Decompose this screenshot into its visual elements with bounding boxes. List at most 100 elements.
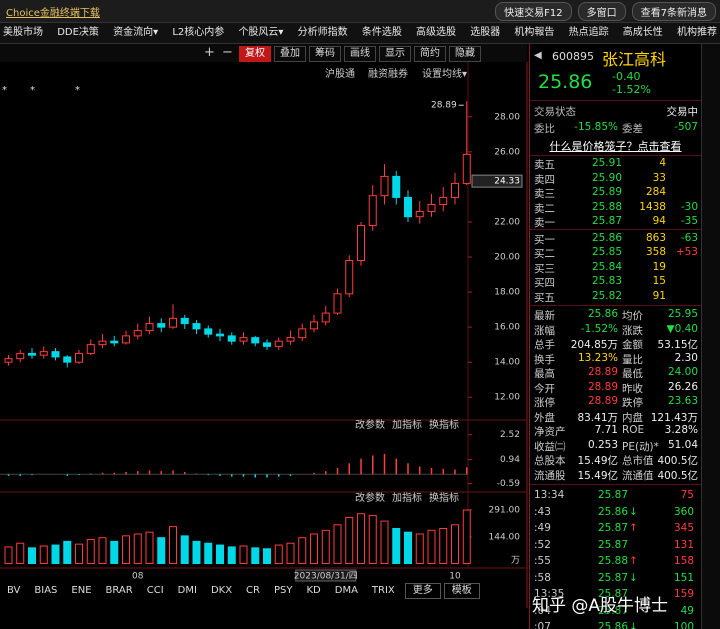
toolbar-button[interactable]: 复权	[239, 46, 271, 62]
candle-body	[122, 335, 130, 344]
stat-value: 51.04	[667, 438, 698, 451]
menu-item[interactable]: 高级选股	[416, 27, 457, 38]
stat-label: 量比	[622, 353, 643, 366]
menu-item[interactable]: 高成长性	[622, 27, 663, 38]
stat-label: 收益㈡	[534, 440, 566, 453]
indicator-tab[interactable]: PSY	[273, 585, 293, 596]
candle-body	[39, 351, 48, 356]
indicator-tab[interactable]: TRIX	[371, 585, 395, 596]
indicator-tab[interactable]: CR	[246, 585, 260, 596]
trade-price: 25.86	[597, 621, 628, 629]
book-price: 25.90	[591, 171, 622, 184]
book-label: 买四	[534, 277, 555, 289]
stat-value: 83.41万	[577, 411, 618, 424]
volume-bar	[251, 547, 260, 564]
candle-body	[192, 323, 201, 330]
download-link[interactable]: Choice金融终端下载	[6, 8, 100, 19]
trade-volume: 158	[673, 555, 694, 567]
top-button[interactable]: 多窗口	[577, 2, 626, 21]
y-tick-label: 22.00	[494, 217, 520, 227]
toolbar-button[interactable]: 叠加	[274, 46, 306, 62]
stock-code: 600895	[552, 50, 594, 63]
indicator-tab[interactable]: BIAS	[34, 585, 58, 596]
quote-panel: ◀ 600895 张江高科 25.86 -0.40 -1.52% 交易状态 交易中 委比 -15.…	[529, 44, 701, 629]
cursor-price: 24.33	[494, 177, 520, 187]
candle-body	[51, 351, 60, 358]
trade-volume: 345	[673, 522, 694, 534]
menu-item[interactable]: 机构推荐	[676, 27, 717, 38]
indicator-tab[interactable]: DMI	[177, 585, 197, 596]
indicator-tab[interactable]: 更多	[404, 583, 441, 599]
book-price: 25.87	[591, 215, 622, 227]
candle-body	[169, 317, 177, 328]
indicator-tab[interactable]: BV	[7, 585, 21, 596]
ratio-label: 委比	[534, 123, 555, 135]
menu-item[interactable]: 条件选股	[361, 27, 402, 38]
candle-body	[462, 153, 471, 184]
stat-value: 2.30	[674, 351, 698, 364]
chart-legend: 融资融券	[368, 67, 408, 80]
toolbar-button[interactable]: 显示	[379, 46, 411, 62]
menu-item[interactable]: 机构報告	[514, 27, 555, 38]
menu-item[interactable]: DDE决策	[57, 27, 99, 38]
divider	[530, 229, 701, 230]
menu-item[interactable]: 热点追踪	[568, 27, 609, 38]
status: 交易中	[666, 106, 699, 118]
toolbar-button[interactable]: 筹码	[309, 46, 341, 62]
volume-bar	[122, 535, 130, 564]
top-button[interactable]: 快速交易F12	[495, 2, 572, 21]
menu-item[interactable]: 美股市场	[3, 27, 43, 38]
toolbar-button[interactable]: 隐藏	[449, 46, 481, 62]
toolbar-button[interactable]: 画线	[344, 46, 376, 62]
indicator-button: 改参数	[355, 418, 385, 431]
menu-item[interactable]: 分析师指数	[297, 27, 348, 38]
indicator-tab[interactable]: BRAR	[105, 585, 133, 596]
top-button[interactable]: 查看7条新消息	[631, 2, 716, 21]
trade-volume: 151	[673, 571, 694, 584]
indicator-tab[interactable]: DMA	[334, 585, 358, 596]
stat-label: 最新	[534, 310, 555, 322]
zoom-out[interactable]: −	[222, 45, 233, 60]
candle-body	[392, 175, 401, 198]
chart-legend: 沪股通	[325, 67, 355, 80]
stat-value: -1.52%	[580, 322, 618, 335]
menu-item[interactable]: L2核心内参	[172, 27, 225, 38]
book-label: 买三	[534, 262, 555, 275]
book-price: 25.86	[591, 231, 622, 244]
stat-label: 金额	[622, 339, 643, 351]
trade-price: 25.87	[597, 522, 628, 534]
stat-label: 涨幅	[534, 324, 555, 337]
indicator-tab[interactable]: DKX	[210, 585, 233, 596]
stat-label: 流通股	[534, 469, 566, 482]
y-tick-label: 20.00	[494, 253, 520, 263]
candle-body	[63, 356, 72, 363]
indicator-tab[interactable]: 模板	[443, 583, 480, 599]
menu-item[interactable]: 个股风云▾	[238, 27, 284, 38]
volume-bar	[427, 529, 436, 564]
back-arrow[interactable]: ◀	[534, 50, 542, 61]
cage-link[interactable]: 什么是价格笼子？点击查看	[549, 140, 682, 153]
book-volume: 1438	[639, 200, 666, 213]
indicator-tab[interactable]: ENE	[71, 585, 92, 596]
trade-time: :04	[534, 604, 551, 617]
menu-item[interactable]: 资金流向▾	[113, 27, 159, 38]
trade-volume: 49	[680, 604, 694, 617]
indicator-button: 换指标	[429, 418, 459, 431]
menu-item[interactable]: 选股器	[470, 27, 501, 38]
indicator-tab[interactable]: CCI	[146, 585, 164, 596]
book-volume: 4	[659, 157, 666, 169]
stat-label: ROE	[622, 424, 645, 436]
book-delta: -30	[680, 200, 698, 213]
trade-price: 25.88	[597, 555, 628, 567]
stat-label: 外盘	[534, 411, 555, 424]
toolbar-button[interactable]: 简约	[414, 46, 446, 62]
title-bar: Choice金融终端下载 快速交易F12 多窗口 查看7条新消息	[0, 0, 720, 23]
indicator-tab[interactable]: KD	[306, 585, 321, 596]
y-tick-label: 28.00	[494, 112, 520, 122]
zoom-in[interactable]: +	[204, 45, 215, 60]
candle-body	[75, 352, 83, 363]
candle-body	[157, 323, 166, 328]
stat-label: 涨停	[534, 397, 555, 409]
volume-bar	[216, 544, 224, 564]
volume-bar	[145, 531, 154, 565]
